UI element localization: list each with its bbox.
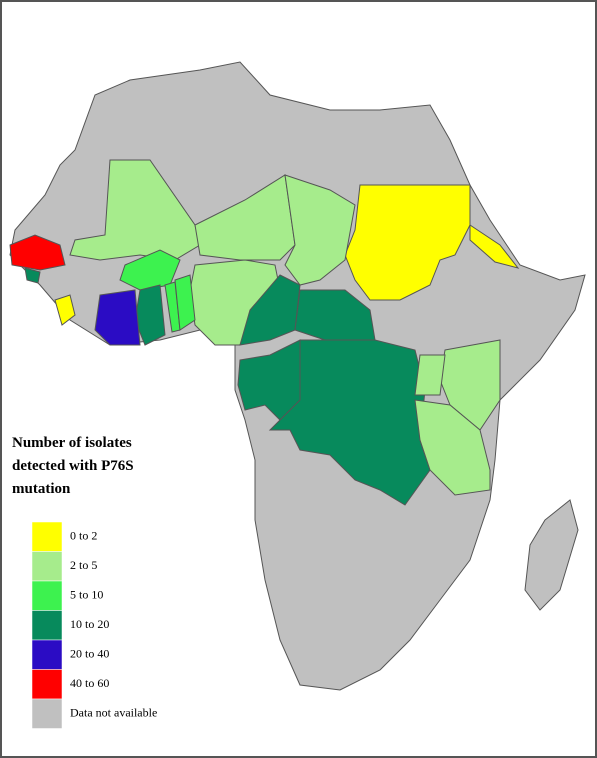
country bbox=[54, 294, 76, 326]
legend-title: detected with P76S bbox=[12, 458, 134, 474]
legend-label: 0 to 2 bbox=[70, 529, 97, 543]
countries bbox=[9, 61, 586, 691]
legend-swatch bbox=[31, 698, 63, 729]
country bbox=[9, 234, 66, 271]
country bbox=[24, 267, 41, 284]
country bbox=[469, 224, 520, 269]
country bbox=[94, 289, 141, 346]
legend-swatch bbox=[31, 580, 63, 611]
legend: 0 to 2 2 to 5 5 to 10 10 to 20 20 to 40 40 to… bbox=[31, 521, 157, 729]
legend-swatch bbox=[31, 521, 63, 552]
island bbox=[524, 499, 579, 611]
legend-label: 20 to 40 bbox=[70, 647, 109, 661]
legend-swatch bbox=[31, 551, 63, 582]
legend-label: 2 to 5 bbox=[70, 558, 97, 572]
legend-label: Data not available bbox=[70, 706, 157, 720]
legend-title: mutation bbox=[12, 481, 71, 497]
legend-label: 10 to 20 bbox=[70, 617, 109, 631]
country bbox=[69, 159, 201, 261]
legend-swatch bbox=[31, 610, 63, 641]
country bbox=[284, 174, 356, 286]
country bbox=[174, 274, 196, 331]
legend-label: 5 to 10 bbox=[70, 588, 103, 602]
country bbox=[414, 399, 491, 496]
country bbox=[268, 339, 431, 506]
legend-label: 40 to 60 bbox=[70, 676, 109, 690]
country bbox=[414, 354, 446, 396]
legend-swatch bbox=[31, 639, 63, 670]
legend-title: Number of isolates bbox=[12, 435, 132, 451]
legend-swatch bbox=[31, 669, 63, 700]
country bbox=[239, 274, 301, 346]
country bbox=[194, 174, 296, 261]
